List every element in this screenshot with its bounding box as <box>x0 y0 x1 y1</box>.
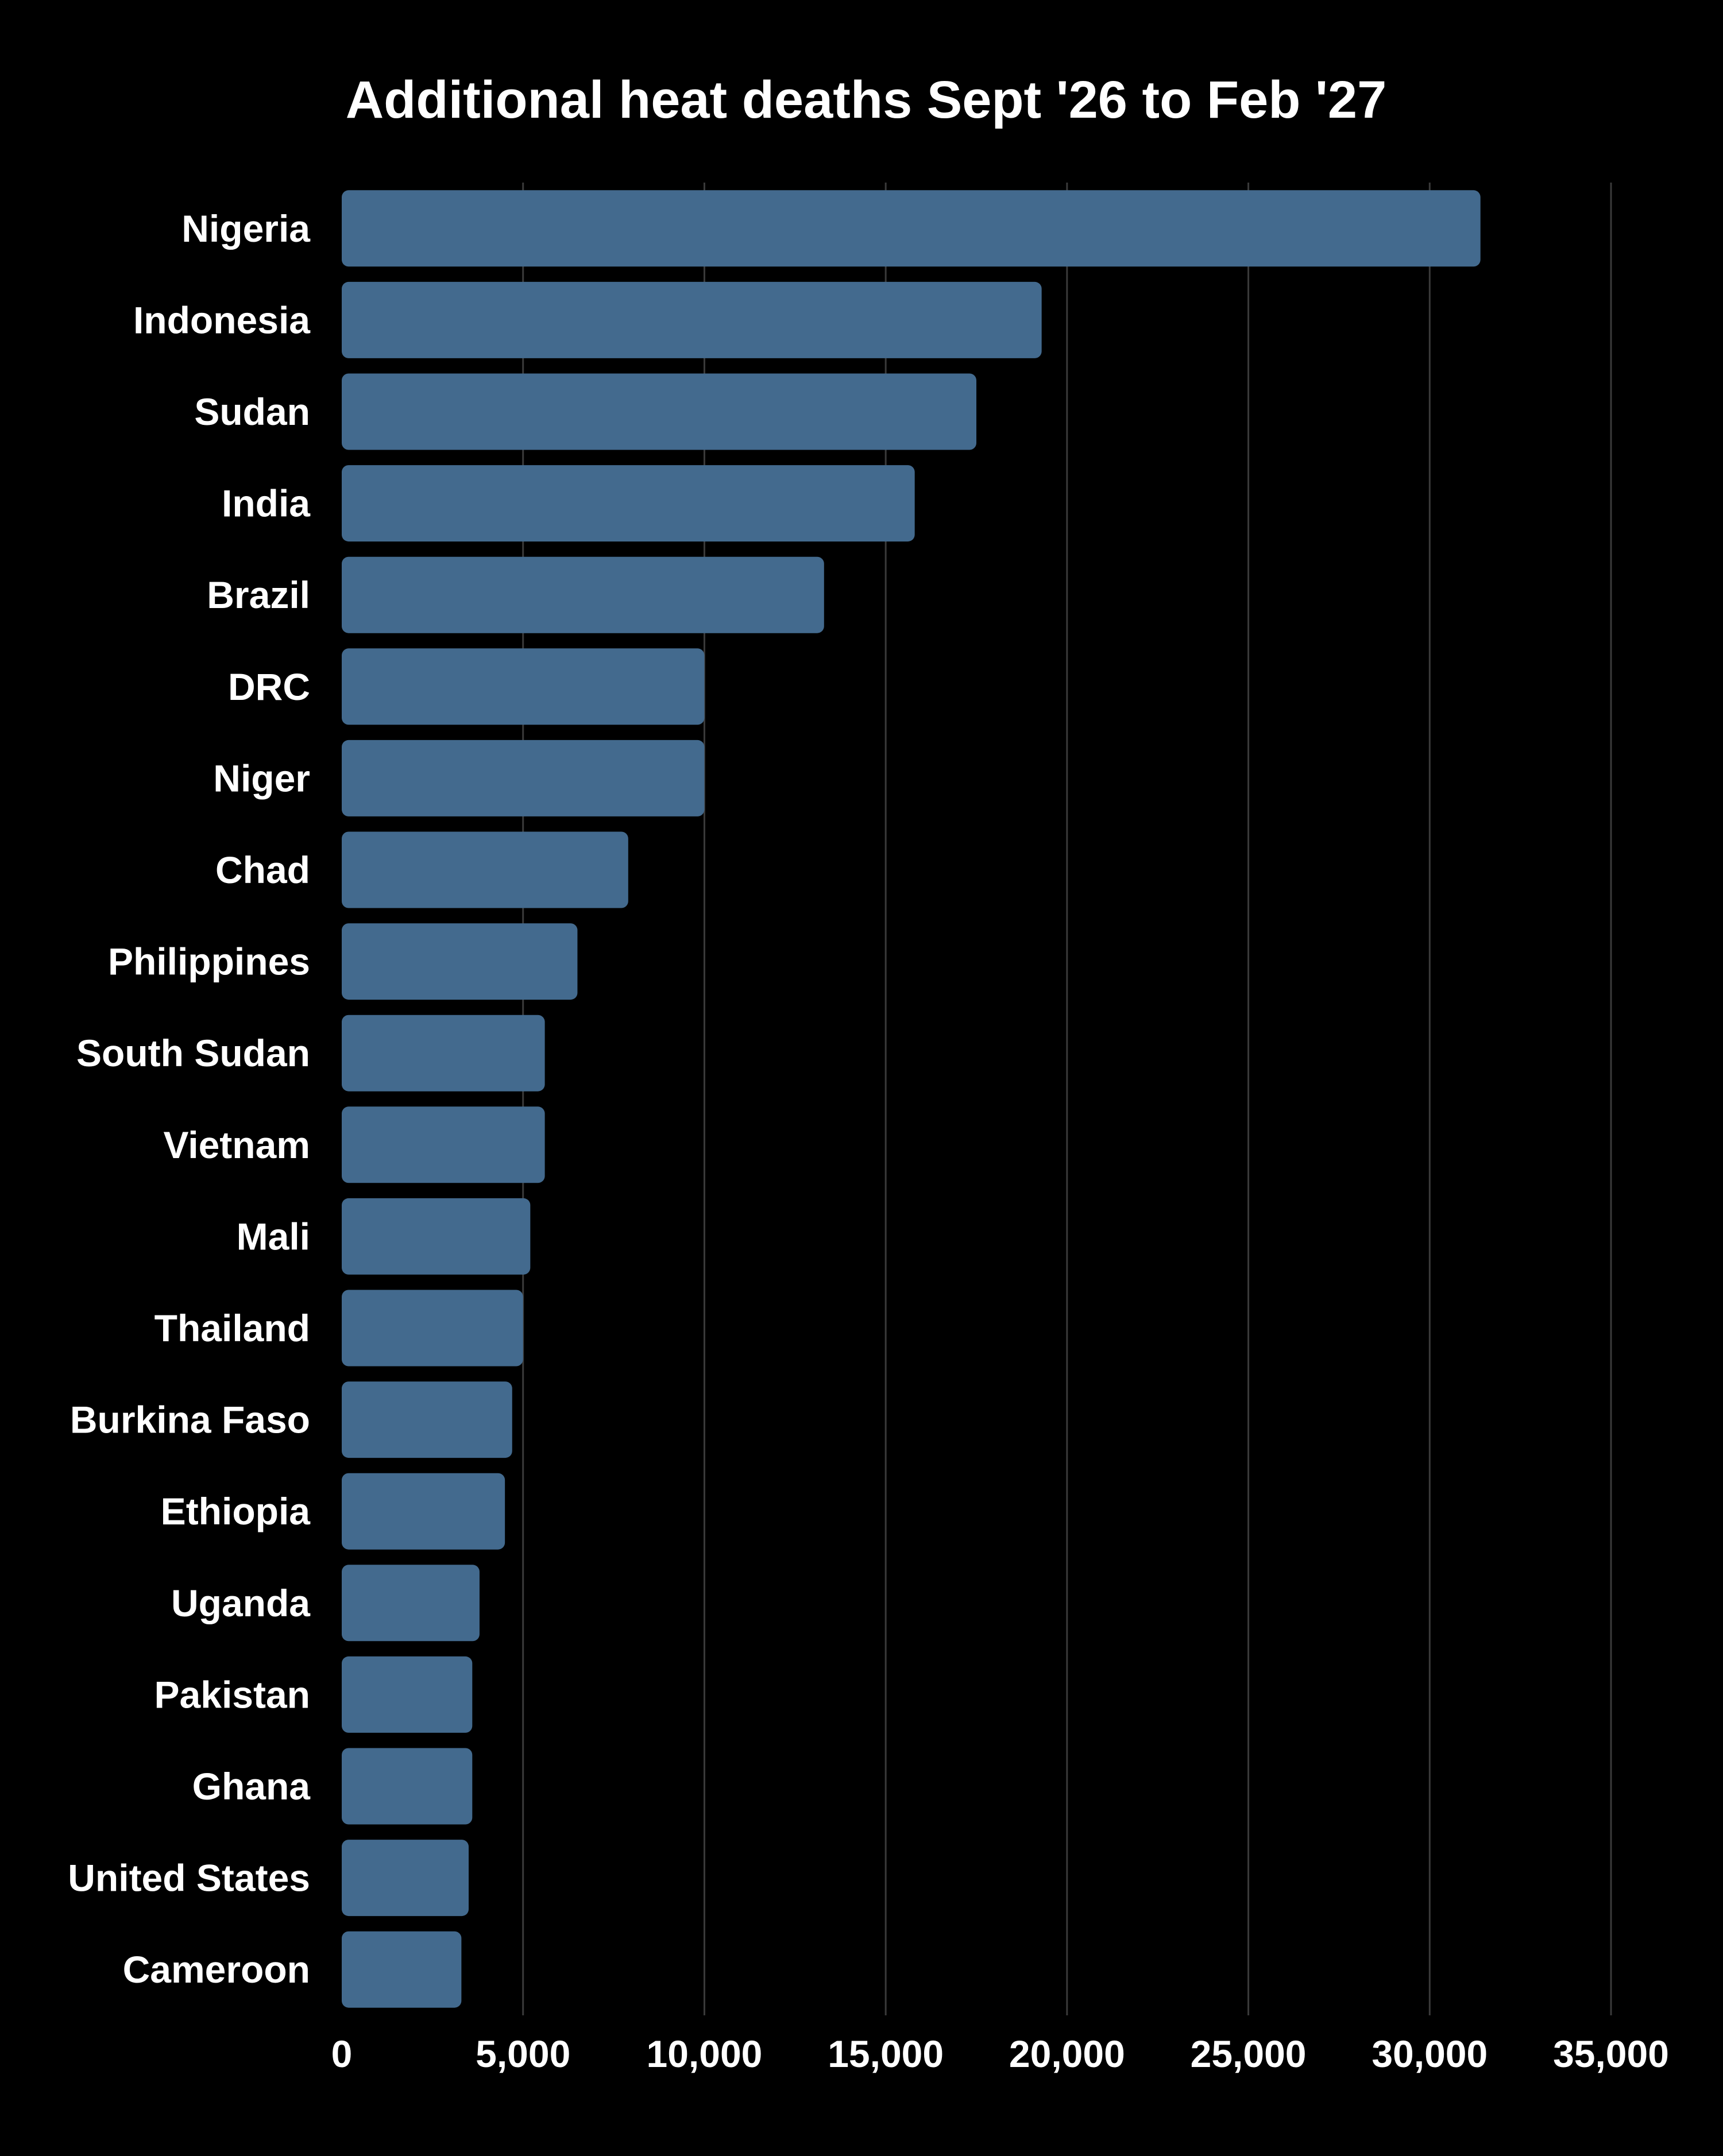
bar-indonesia <box>342 281 1042 358</box>
category-label: Thailand <box>154 1307 310 1349</box>
category-label: Indonesia <box>133 299 311 341</box>
bar-philippines <box>342 923 578 1000</box>
x-tick-label: 5,000 <box>476 2033 570 2075</box>
category-label: Nigeria <box>181 207 311 250</box>
category-label: Philippines <box>108 940 310 983</box>
x-tick-label: 15,000 <box>828 2033 944 2075</box>
x-tick-label: 0 <box>331 2033 353 2075</box>
category-label: Sudan <box>194 390 310 433</box>
category-label: DRC <box>228 665 310 708</box>
bar-india <box>342 465 915 542</box>
bar-mali <box>342 1198 531 1275</box>
bar-south-sudan <box>342 1015 545 1091</box>
bar-niger <box>342 740 705 816</box>
bars <box>342 190 1481 2008</box>
category-label: Ethiopia <box>161 1490 311 1532</box>
bar-sudan <box>342 373 976 450</box>
category-label: Chad <box>215 849 310 891</box>
category-label: India <box>222 482 311 525</box>
bar-ghana <box>342 1748 473 1825</box>
x-tick-label: 35,000 <box>1553 2033 1669 2075</box>
category-label: South Sudan <box>76 1032 310 1074</box>
x-tick-label: 10,000 <box>646 2033 762 2075</box>
bar-brazil <box>342 556 824 633</box>
category-label: Ghana <box>192 1765 311 1807</box>
bar-ethiopia <box>342 1473 505 1550</box>
bar-drc <box>342 648 705 725</box>
bar-uganda <box>342 1565 480 1642</box>
bar-united-states <box>342 1840 469 1917</box>
bar-vietnam <box>342 1106 545 1183</box>
category-label: Cameroon <box>123 1948 310 1991</box>
bar-pakistan <box>342 1656 473 1733</box>
x-tick-label: 25,000 <box>1191 2033 1307 2075</box>
category-labels: Nigeria Indonesia Sudan India Brazil DRC Niger… <box>68 207 311 1991</box>
category-label: Vietnam <box>163 1124 310 1166</box>
category-label: Niger <box>213 757 310 799</box>
bar-nigeria <box>342 190 1481 267</box>
x-axis-tick-labels: 0 5,000 10,000 15,000 20,000 25,000 30,000 35,0… <box>331 2033 1669 2075</box>
category-label: Pakistan <box>154 1673 310 1716</box>
bar-cameroon <box>342 1931 462 2008</box>
bar-chad <box>342 831 628 908</box>
category-label: Brazil <box>207 574 310 616</box>
category-label: United States <box>68 1857 310 1899</box>
x-tick-label: 30,000 <box>1372 2033 1488 2075</box>
category-label: Burkina Faso <box>70 1399 310 1441</box>
bar-thailand <box>342 1290 523 1367</box>
bar-burkina-faso <box>342 1381 512 1458</box>
category-label: Mali <box>237 1215 310 1257</box>
x-tick-label: 20,000 <box>1009 2033 1125 2075</box>
category-label: Uganda <box>171 1582 311 1624</box>
chart-title: Additional heat deaths Sept '26 to Feb '… <box>346 71 1387 129</box>
